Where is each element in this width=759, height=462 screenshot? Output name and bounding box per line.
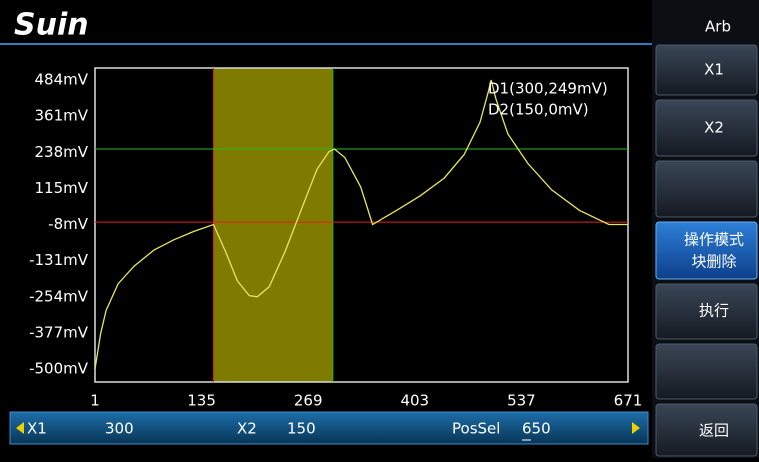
- status-value: 150: [287, 420, 316, 438]
- status-label: PosSel: [452, 420, 500, 438]
- status-label: X2: [237, 420, 257, 438]
- status-bar: [9, 411, 649, 445]
- button-label[interactable]: 操作模式: [684, 231, 744, 249]
- button[interactable]: [655, 160, 758, 218]
- status-label: X1: [27, 420, 47, 438]
- logo: Suin: [14, 8, 89, 43]
- x-tick-label: 537: [507, 392, 536, 410]
- d1-label: D1(300,249mV): [488, 80, 608, 98]
- y-tick-label: 484mV: [34, 71, 88, 89]
- x-tick-label: 671: [614, 392, 643, 410]
- status-value: 650: [522, 420, 551, 438]
- y-tick-label: 238mV: [34, 143, 88, 161]
- button-label[interactable]: 执行: [699, 302, 729, 320]
- y-tick-label: -8mV: [48, 215, 89, 233]
- status-value: 300: [105, 420, 134, 438]
- button-label[interactable]: 块删除: [691, 253, 736, 271]
- button-label[interactable]: X2: [704, 119, 724, 137]
- left-arrow[interactable]: [16, 422, 24, 434]
- y-tick-label: -131mV: [29, 251, 89, 269]
- d2-label: D2(150,0mV): [488, 101, 589, 119]
- button[interactable]: [655, 343, 758, 400]
- mode-title: Arb: [705, 18, 731, 36]
- button[interactable]: [655, 99, 758, 157]
- y-tick-label: -500mV: [29, 360, 89, 378]
- x-tick-label: 403: [400, 392, 429, 410]
- y-tick-label: -254mV: [29, 287, 89, 305]
- right-arrow[interactable]: [632, 422, 640, 434]
- menu: X1 X2 操作模式 块删除 执行 返回: [655, 44, 758, 457]
- y-tick-label: 361mV: [34, 107, 88, 125]
- x-tick-label: 135: [187, 392, 216, 410]
- button[interactable]: [655, 403, 758, 457]
- button-label[interactable]: 返回: [699, 422, 729, 440]
- plot: 484mV 361mV 238mV 115mV -8mV -131mV -254mV -377…: [29, 67, 643, 410]
- button-label[interactable]: X1: [704, 61, 724, 79]
- button[interactable]: [655, 44, 758, 96]
- y-tick-label: 115mV: [34, 179, 88, 197]
- waveform: [94, 79, 628, 370]
- button[interactable]: [655, 283, 758, 340]
- block-selection: [213, 68, 333, 382]
- x-tick-label: 269: [294, 392, 323, 410]
- button-active[interactable]: [655, 221, 758, 280]
- y-tick-label: -377mV: [29, 323, 89, 341]
- x-tick-label: 1: [90, 392, 100, 410]
